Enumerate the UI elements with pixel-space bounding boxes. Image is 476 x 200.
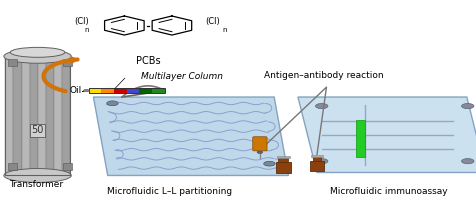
Circle shape	[107, 101, 118, 106]
Bar	[46, 56, 53, 175]
Bar	[13, 56, 21, 175]
Bar	[355, 120, 365, 157]
Text: Antigen–antibody reaction: Antigen–antibody reaction	[264, 71, 383, 80]
Text: (Cl): (Cl)	[205, 17, 219, 26]
Bar	[30, 56, 38, 175]
Text: Transformer: Transformer	[10, 180, 63, 189]
Text: Microfluidic immunoassay: Microfluidic immunoassay	[329, 187, 446, 196]
Circle shape	[461, 103, 473, 109]
Bar	[53, 56, 61, 175]
Bar	[89, 88, 101, 93]
Bar	[62, 59, 72, 66]
Circle shape	[315, 159, 327, 164]
Circle shape	[315, 103, 327, 109]
Bar	[278, 158, 288, 162]
Bar	[152, 88, 164, 93]
Ellipse shape	[4, 49, 71, 63]
Text: PCBs: PCBs	[136, 56, 160, 66]
Bar	[114, 88, 127, 93]
Text: n: n	[84, 27, 89, 33]
Circle shape	[461, 159, 473, 164]
Text: Multilayer Column: Multilayer Column	[141, 72, 223, 81]
Bar	[310, 155, 322, 157]
Text: (Cl): (Cl)	[74, 17, 89, 26]
Bar	[5, 56, 69, 175]
Text: 50: 50	[31, 125, 44, 135]
Bar	[275, 162, 290, 173]
Bar	[139, 88, 152, 93]
Bar	[5, 56, 13, 175]
Text: n: n	[222, 27, 227, 33]
Circle shape	[83, 89, 89, 92]
Text: Microfluidic L–L partitioning: Microfluidic L–L partitioning	[107, 187, 232, 196]
Circle shape	[257, 151, 262, 153]
Bar	[61, 56, 69, 175]
Bar	[312, 157, 320, 161]
Polygon shape	[93, 97, 288, 175]
Text: Oil: Oil	[69, 86, 81, 95]
Bar	[276, 156, 289, 158]
Bar	[101, 88, 114, 93]
Bar	[8, 163, 17, 170]
Ellipse shape	[4, 169, 71, 182]
Bar	[127, 88, 139, 93]
Bar	[310, 161, 323, 171]
Circle shape	[263, 161, 275, 166]
Polygon shape	[298, 97, 476, 172]
Ellipse shape	[10, 47, 65, 57]
Bar	[21, 56, 30, 175]
Bar	[89, 88, 164, 93]
Bar	[62, 163, 72, 170]
Bar	[8, 59, 17, 66]
FancyBboxPatch shape	[252, 137, 267, 151]
Bar	[38, 56, 46, 175]
